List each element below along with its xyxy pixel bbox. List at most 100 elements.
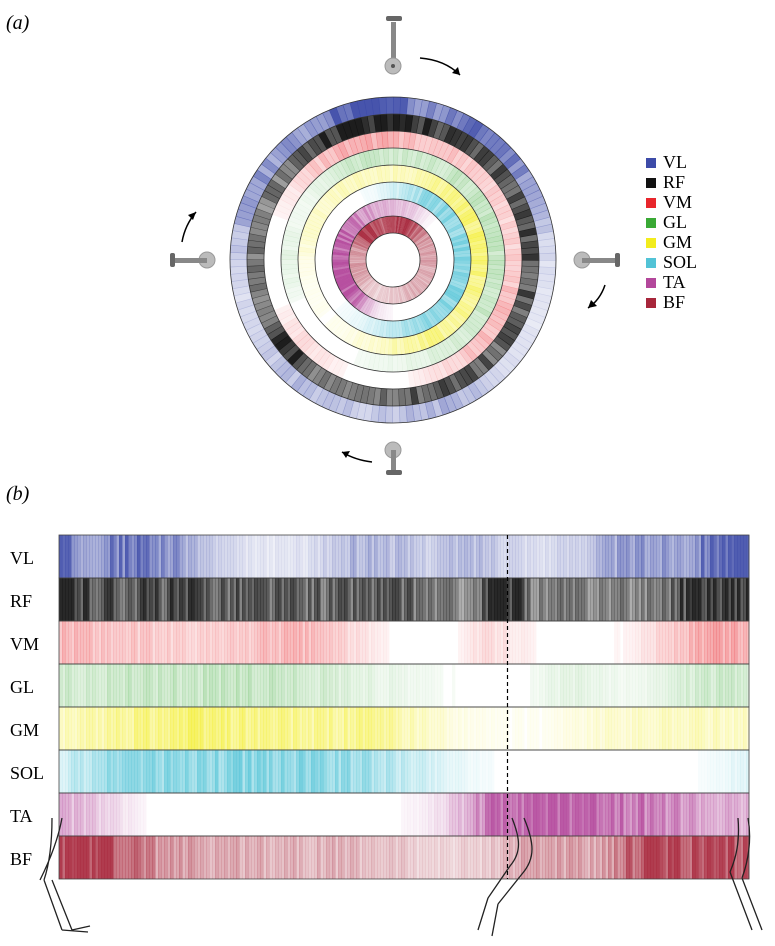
ring-cell bbox=[349, 251, 367, 257]
ring-cell bbox=[472, 378, 489, 397]
ring-cell bbox=[474, 202, 492, 216]
legend-label-sol: SOL bbox=[663, 252, 697, 272]
ring-cell bbox=[461, 322, 478, 338]
ring-cell bbox=[509, 196, 528, 210]
row-cell bbox=[125, 707, 129, 750]
ring-cell bbox=[483, 369, 501, 388]
row-cell bbox=[197, 664, 201, 707]
row-cell bbox=[83, 793, 87, 836]
ring-cell bbox=[319, 172, 335, 189]
ring-cell bbox=[411, 278, 425, 292]
ring-cell bbox=[446, 146, 460, 165]
ring-cell bbox=[296, 356, 313, 375]
ring-cell bbox=[368, 300, 378, 318]
ring-cell bbox=[371, 201, 380, 219]
ring-cell bbox=[232, 223, 251, 234]
row-cell bbox=[125, 621, 129, 664]
row-cell bbox=[179, 621, 183, 664]
row-cell bbox=[128, 664, 132, 707]
row-cell bbox=[656, 836, 660, 879]
ring-cell bbox=[404, 201, 413, 219]
ring-cell bbox=[261, 157, 280, 175]
row-cell bbox=[344, 750, 348, 793]
row-cell bbox=[278, 664, 282, 707]
row-cell bbox=[668, 664, 672, 707]
ring-cell bbox=[524, 189, 544, 204]
ring-cell bbox=[395, 216, 400, 234]
row-cell bbox=[722, 793, 726, 836]
ring-cell bbox=[328, 107, 343, 126]
row-cell bbox=[134, 535, 138, 578]
row-cell bbox=[422, 535, 426, 578]
row-cell bbox=[128, 836, 132, 879]
row-cell bbox=[614, 793, 618, 836]
row-cell bbox=[242, 535, 246, 578]
row-cell bbox=[206, 707, 210, 750]
row-cell bbox=[491, 750, 495, 793]
row-cell bbox=[182, 707, 186, 750]
row-cell bbox=[719, 750, 723, 793]
ring-cell bbox=[247, 246, 265, 255]
ring-cell bbox=[503, 270, 522, 278]
row-cell bbox=[365, 836, 369, 879]
row-cell bbox=[461, 750, 465, 793]
row-ta: TA bbox=[10, 792, 750, 837]
ring-cell bbox=[416, 314, 427, 332]
ring-cell bbox=[445, 166, 460, 184]
row-cell bbox=[665, 664, 669, 707]
row-cell bbox=[716, 535, 720, 578]
ring-cell bbox=[414, 150, 424, 169]
ring-cell bbox=[458, 347, 474, 365]
row-cell bbox=[500, 535, 504, 578]
ring-cell bbox=[364, 225, 377, 240]
ring-cell bbox=[340, 178, 354, 195]
leg-icon-mid bbox=[477, 817, 533, 937]
row-cell bbox=[260, 836, 264, 879]
row-cell bbox=[167, 664, 171, 707]
ring-cell bbox=[392, 388, 400, 406]
ring-cell bbox=[432, 139, 445, 158]
ring-cell bbox=[419, 264, 437, 270]
ring-cell bbox=[418, 244, 435, 252]
row-cell bbox=[161, 535, 165, 578]
row-cell bbox=[530, 578, 534, 621]
row-cell bbox=[512, 793, 516, 836]
row-cell bbox=[257, 750, 261, 793]
ring-cell bbox=[441, 143, 455, 162]
row-cell bbox=[161, 836, 165, 879]
row-cell bbox=[485, 707, 489, 750]
row-cell bbox=[467, 535, 471, 578]
ring-cell bbox=[482, 154, 499, 172]
ring-cell bbox=[538, 245, 556, 255]
row-cell bbox=[539, 578, 543, 621]
ring-cell bbox=[295, 170, 313, 187]
row-cell bbox=[476, 535, 480, 578]
row-cell bbox=[176, 836, 180, 879]
row-cell bbox=[662, 664, 666, 707]
ring-outline bbox=[297, 164, 489, 356]
row-cell bbox=[701, 836, 705, 879]
row-outline bbox=[58, 835, 750, 880]
row-cell bbox=[542, 793, 546, 836]
ring-cell bbox=[281, 244, 299, 252]
ring-cell bbox=[370, 283, 381, 299]
row-cell bbox=[260, 535, 264, 578]
ring-cell bbox=[464, 186, 481, 202]
row-cell bbox=[293, 535, 297, 578]
row-cell bbox=[503, 621, 507, 664]
row-cell bbox=[698, 621, 702, 664]
row-cell bbox=[407, 664, 411, 707]
legend-label-gl: GL bbox=[663, 212, 687, 232]
row-cell bbox=[386, 750, 390, 793]
row-cell bbox=[494, 578, 498, 621]
row-cell bbox=[134, 578, 138, 621]
row-cell bbox=[359, 707, 363, 750]
row-cell bbox=[536, 836, 540, 879]
row-cell bbox=[737, 664, 741, 707]
ring-cell bbox=[521, 246, 539, 255]
row-cell bbox=[734, 793, 738, 836]
ring-cell bbox=[384, 303, 390, 321]
ring-cell bbox=[368, 282, 380, 298]
row-cell bbox=[128, 793, 132, 836]
row-cell bbox=[554, 535, 558, 578]
